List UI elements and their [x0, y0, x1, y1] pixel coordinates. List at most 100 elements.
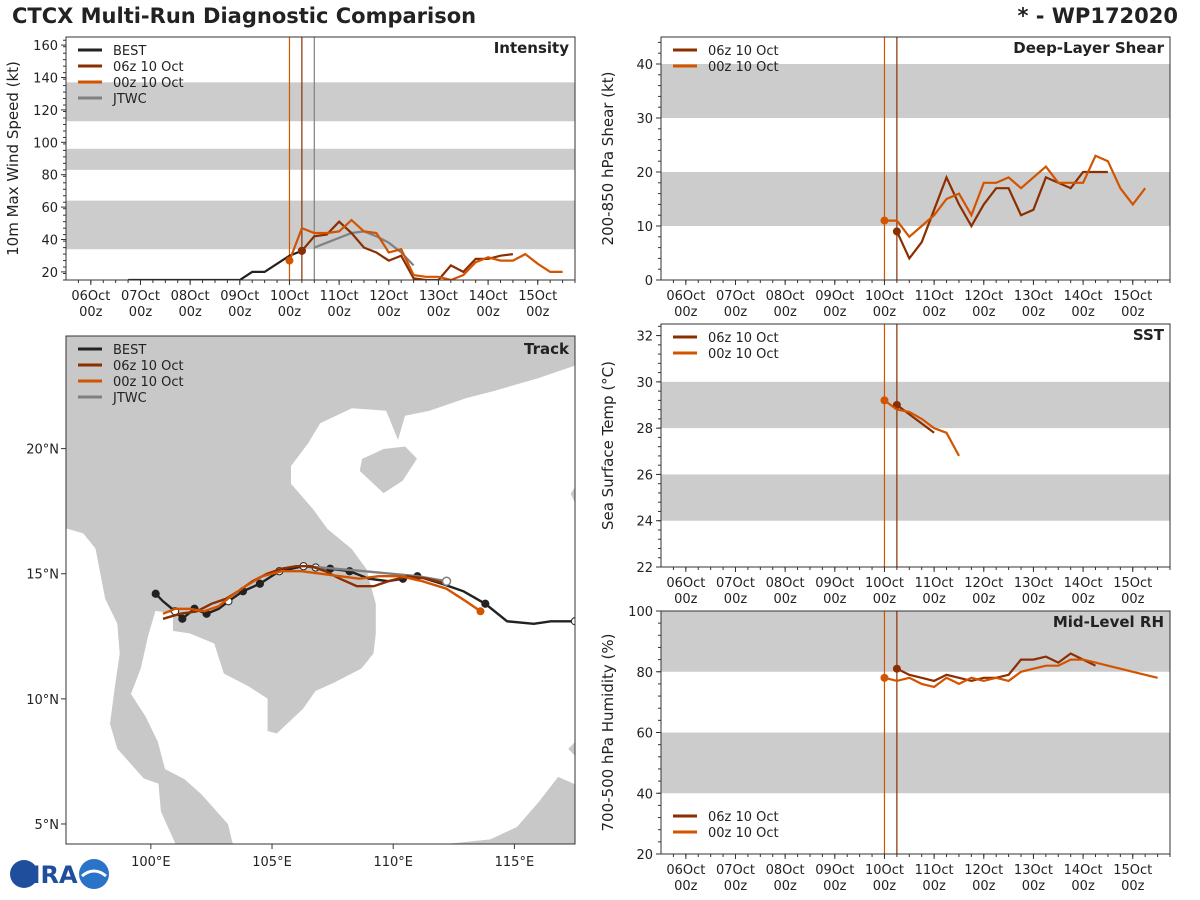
intensity-xtick-day-3: 09Oct [220, 289, 259, 304]
intensity-xtick-day-8: 14Oct [469, 289, 508, 304]
sst-xtick-hour-9: 00z [1121, 592, 1145, 607]
sst-legend-label-1: 00z 10 Oct [708, 347, 779, 362]
track-legend-label-2: 00z 10 Oct [113, 375, 184, 390]
shear-xtick-day-4: 10Oct [865, 289, 904, 304]
rh-xtick-day-3: 09Oct [815, 863, 854, 878]
track-legend-label-1: 06z 10 Oct [113, 359, 184, 374]
map-palawan [567, 740, 575, 757]
intensity-ytick-label-3: 80 [41, 169, 58, 184]
shear-xtick-day-8: 14Oct [1064, 289, 1103, 304]
shear-xtick-day-1: 07Oct [716, 289, 755, 304]
logo-globe-icon [10, 860, 38, 888]
shear-title: Deep-Layer Shear [1013, 39, 1164, 57]
shear-legend-label-1: 00z 10 Oct [708, 60, 779, 75]
track-land-group [66, 336, 575, 844]
map-philippines-luzon [569, 485, 575, 504]
rh-xtick-day-4: 10Oct [865, 863, 904, 878]
intensity-ylabel: 10m Max Wind Speed (kt) [4, 61, 22, 256]
shear-band-0 [661, 172, 1170, 226]
intensity-legend-label-0: BEST [113, 44, 146, 59]
sst-ytick-label-5: 32 [636, 330, 653, 345]
logo-text: CIRA [14, 861, 78, 889]
intensity-legend-label-2: 00z 10 Oct [113, 76, 184, 91]
intensity-ytick-label-4: 100 [33, 136, 58, 151]
intensity-band-1 [66, 148, 575, 170]
track-point-best [151, 589, 160, 598]
rh-ytick-label-4: 100 [628, 605, 653, 620]
shear-xtick-hour-5: 00z [922, 305, 946, 320]
track-ytick-label-1: 10°N [26, 693, 59, 708]
sst-ytick-label-1: 24 [636, 515, 653, 530]
intensity-xtick-day-4: 10Oct [270, 289, 309, 304]
intensity-panel: 2040608010012014016006Oct00z07Oct00z08Oc… [4, 36, 576, 320]
sst-xtick-hour-6: 00z [972, 592, 996, 607]
sst-xtick-day-4: 10Oct [865, 576, 904, 591]
sst-ytick-label-3: 28 [636, 422, 653, 437]
shear-series-1 [884, 154, 1147, 239]
shear-xtick-day-5: 11Oct [915, 289, 954, 304]
rh-xtick-hour-3: 00z [823, 879, 847, 894]
sst-xtick-hour-4: 00z [873, 592, 897, 607]
sst-xtick-hour-2: 00z [773, 592, 797, 607]
shear-band-1 [661, 64, 1170, 118]
track-line-06z-10-oct [162, 565, 447, 620]
rh-xtick-hour-4: 00z [873, 879, 897, 894]
track-line-00z-10-oct [162, 570, 482, 615]
intensity-xtick-hour-3: 00z [228, 305, 252, 320]
rh-point-06z-10-oct-start [892, 664, 901, 673]
rh-panel: 2040608010006Oct00z07Oct00z08Oct00z09Oct… [599, 605, 1171, 894]
rh-xtick-hour-6: 00z [972, 879, 996, 894]
intensity-xtick-hour-5: 00z [327, 305, 351, 320]
cira-logo: CIRA [6, 856, 116, 896]
intensity-xtick-hour-7: 00z [427, 305, 451, 320]
track-ytick-label-3: 20°N [26, 443, 59, 458]
track-point-jtwc-start [441, 576, 452, 586]
logo-emblem-icon [79, 859, 109, 889]
shear-xtick-day-7: 13Oct [1014, 289, 1053, 304]
map-borneo [381, 775, 575, 844]
sst-xtick-day-6: 12Oct [964, 576, 1003, 591]
intensity-xtick-day-7: 13Oct [419, 289, 458, 304]
rh-xtick-hour-1: 00z [724, 879, 748, 894]
sst-xtick-day-1: 07Oct [716, 576, 755, 591]
intensity-xtick-hour-4: 00z [278, 305, 302, 320]
track-title: Track [524, 340, 570, 358]
track-xtick-label-0: 100°E [131, 855, 171, 870]
rh-ylabel: 700-500 hPa Humidity (%) [599, 633, 617, 831]
rh-title: Mid-Level RH [1053, 613, 1164, 631]
shear-legend-label-0: 06z 10 Oct [708, 44, 779, 59]
sst-xtick-hour-0: 00z [674, 592, 698, 607]
rh-xtick-hour-2: 00z [773, 879, 797, 894]
shear-xtick-hour-6: 00z [972, 305, 996, 320]
sst-ytick-label-2: 26 [636, 468, 653, 483]
shear-point-00z-10-oct-start [880, 216, 889, 225]
rh-ytick-label-3: 80 [636, 666, 653, 681]
sst-title: SST [1133, 326, 1165, 344]
track-xtick-label-1: 105°E [252, 855, 292, 870]
rh-xtick-day-9: 15Oct [1113, 863, 1152, 878]
sst-ytick-label-0: 22 [636, 561, 653, 576]
sst-xtick-hour-8: 00z [1071, 592, 1095, 607]
sst-xtick-day-8: 14Oct [1064, 576, 1103, 591]
intensity-xtick-hour-8: 00z [476, 305, 500, 320]
rh-xtick-hour-0: 00z [674, 879, 698, 894]
rh-series-1 [884, 658, 1158, 689]
track-panel: 100°E 105°E 110°E 115°E 5°N 10°N 15°N 20°N Track… [26, 335, 576, 870]
shear-xtick-hour-4: 00z [873, 305, 897, 320]
rh-xtick-day-2: 08Oct [766, 863, 805, 878]
intensity-ytick-label-5: 120 [33, 104, 58, 119]
rh-ytick-label-0: 20 [636, 848, 653, 863]
track-point-best [570, 617, 575, 626]
rh-point-00z-10-oct-start [880, 673, 889, 682]
track-xtick-label-2: 110°E [373, 855, 413, 870]
rh-xtick-hour-9: 00z [1121, 879, 1145, 894]
intensity-xtick-day-5: 11Oct [320, 289, 359, 304]
rh-xtick-day-0: 06Oct [666, 863, 705, 878]
track-frame [65, 335, 576, 845]
track-legend-label-0: BEST [113, 343, 146, 358]
shear-xtick-day-6: 12Oct [964, 289, 1003, 304]
shear-xtick-day-0: 06Oct [666, 289, 705, 304]
sst-point-00z-10-oct-start [880, 396, 889, 405]
sst-legend-label-0: 06z 10 Oct [708, 331, 779, 346]
shear-xtick-hour-3: 00z [823, 305, 847, 320]
